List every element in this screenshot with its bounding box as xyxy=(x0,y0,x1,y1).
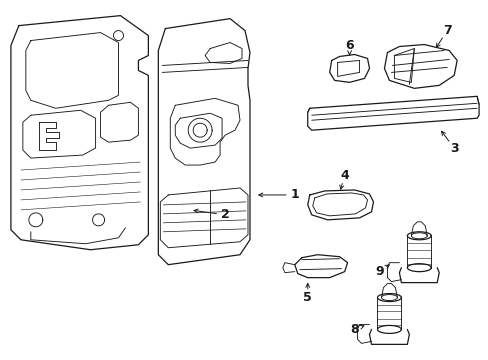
Text: 5: 5 xyxy=(303,291,311,304)
Text: 1: 1 xyxy=(290,188,299,202)
Text: 7: 7 xyxy=(442,24,450,37)
Text: 8: 8 xyxy=(349,323,358,336)
Text: 4: 4 xyxy=(340,168,348,181)
Text: 9: 9 xyxy=(374,265,383,278)
Text: 3: 3 xyxy=(449,141,458,155)
Text: 2: 2 xyxy=(220,208,229,221)
Text: 6: 6 xyxy=(345,39,353,52)
